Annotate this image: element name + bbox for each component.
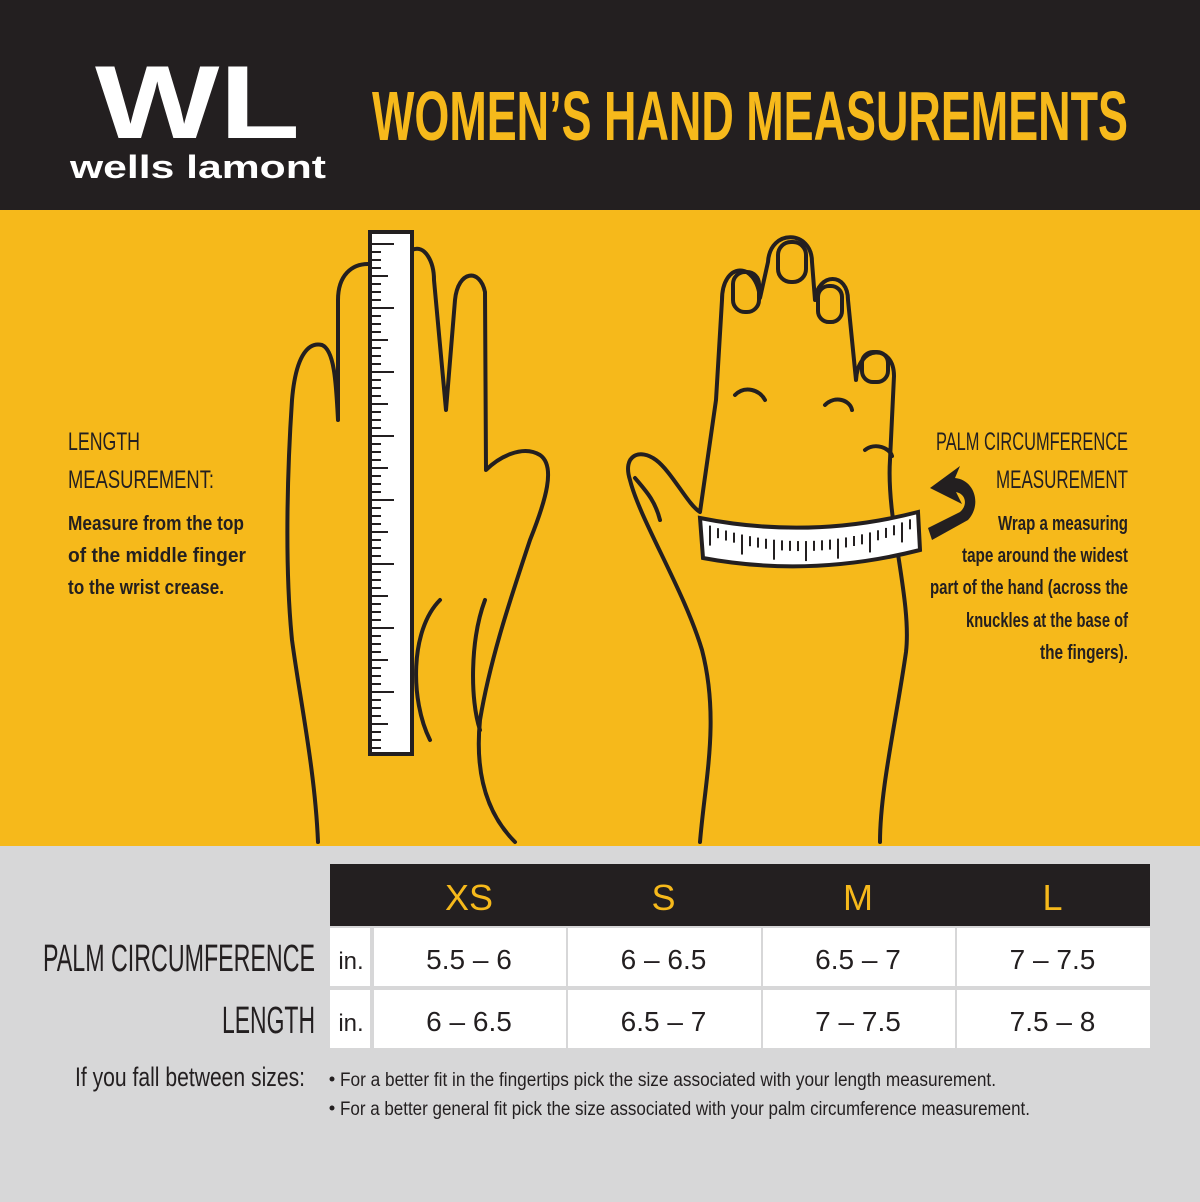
page-title: WOMEN’S HAND MEASUREMENTS (372, 77, 1128, 155)
unit-cell (330, 990, 370, 1048)
table-cell (374, 928, 566, 986)
table-cell (957, 928, 1150, 986)
palm-heading: MEASUREMENT (996, 466, 1128, 494)
note-bullet: For a better fit in the fingertips pick … (340, 1070, 996, 1091)
length-heading: MEASUREMENT: (68, 466, 214, 494)
length-text: to the wrist crease. (68, 577, 224, 599)
cell-value: 6.5 – 7 (815, 944, 901, 975)
cell-value: 7 – 7.5 (815, 1006, 901, 1037)
table-cell (568, 928, 761, 986)
bullet (329, 1105, 335, 1111)
table-cell (957, 990, 1150, 1048)
table-cell (374, 990, 566, 1048)
palm-text: Wrap a measuring (998, 513, 1128, 535)
note-bullet: For a better general fit pick the size a… (340, 1099, 1030, 1120)
size-table: XS S M L PALM CIRCUMFERENCE in. 5.5 – 6 6 – 6.5… (43, 877, 1150, 1048)
column-header: S (651, 877, 675, 918)
length-text: of the middle finger (68, 545, 246, 567)
length-heading: LENGTH (68, 428, 140, 456)
table-cell (568, 990, 761, 1048)
note-label: If you fall between sizes: (75, 1062, 305, 1092)
cell-value: 6 – 6.5 (621, 944, 707, 975)
row-label: PALM CIRCUMFERENCE (43, 938, 315, 980)
cell-value: 5.5 – 6 (426, 944, 512, 975)
measuring-tape (697, 509, 923, 569)
cell-value: 6 – 6.5 (426, 1006, 512, 1037)
row-label: LENGTH (222, 1000, 315, 1042)
cell-value: 7.5 – 8 (1010, 1006, 1096, 1037)
column-header: XS (445, 877, 493, 918)
palm-text: part of the hand (across the (930, 577, 1128, 599)
bullet (329, 1076, 335, 1082)
table-cell (763, 928, 955, 986)
palm-text: tape around the widest (962, 545, 1128, 567)
unit: in. (338, 1010, 363, 1037)
length-text: Measure from the top (68, 513, 244, 535)
logo-mark: WL (95, 45, 300, 161)
table-cell (763, 990, 955, 1048)
palm-heading: PALM CIRCUMFERENCE (936, 428, 1128, 456)
palm-text: knuckles at the base of (966, 610, 1128, 632)
hand-palm-illustration (285, 246, 550, 844)
column-header: M (843, 877, 873, 918)
header-band (0, 0, 1200, 210)
unit-cell (330, 928, 370, 986)
cell-value: 7 – 7.5 (1010, 944, 1096, 975)
cell-value: 6.5 – 7 (621, 1006, 707, 1037)
illustration-band (0, 210, 1200, 846)
tape-ticks (709, 519, 911, 562)
palm-text: the fingers). (1040, 642, 1128, 664)
ruler-ticks (372, 243, 394, 749)
column-header: L (1042, 877, 1062, 918)
wrap-arrow-icon (928, 466, 976, 540)
fingernails (633, 240, 894, 522)
hand-crease (414, 598, 487, 742)
table-header (330, 864, 1150, 926)
hand-back-illustration (626, 235, 909, 844)
logo-wordmark: wells lamont (69, 149, 327, 185)
unit: in. (338, 948, 363, 975)
